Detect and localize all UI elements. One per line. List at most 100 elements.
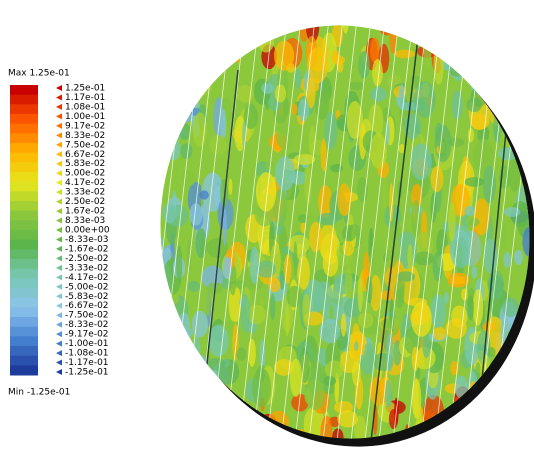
texture-patch <box>481 396 491 420</box>
texture-patch <box>192 311 208 338</box>
texture-patch <box>495 5 504 40</box>
texture-patch <box>502 298 519 318</box>
texture-patch <box>200 75 213 95</box>
tick-marker <box>56 255 62 261</box>
color-band <box>10 269 38 279</box>
texture-patch <box>440 47 449 55</box>
texture-patch <box>504 35 511 55</box>
tick-marker <box>56 246 62 252</box>
color-band <box>10 327 38 337</box>
texture-patch <box>354 341 358 351</box>
tick-marker <box>56 350 62 356</box>
texture-patch <box>164 85 182 101</box>
texture-patch <box>161 341 170 373</box>
texture-patch <box>389 409 398 429</box>
texture-patch <box>166 120 176 138</box>
texture-patch <box>509 418 527 436</box>
texture-patch <box>504 207 520 217</box>
tick-marker <box>56 331 62 337</box>
color-band <box>10 230 38 240</box>
texture-patch <box>497 92 503 116</box>
texture-patch <box>517 408 529 416</box>
texture-patch <box>188 26 204 47</box>
texture-patch <box>470 426 488 447</box>
texture-patch <box>486 37 500 72</box>
color-band <box>10 259 38 269</box>
texture-patch <box>514 93 518 118</box>
texture-patch <box>270 293 275 320</box>
tick-marker <box>56 303 62 309</box>
texture-patch <box>293 241 297 276</box>
texture-patch <box>193 112 207 147</box>
texture-patch <box>276 123 293 150</box>
tick-marker <box>56 369 62 375</box>
texture-patch <box>158 37 174 55</box>
tick-marker <box>56 104 62 110</box>
texture-patch <box>414 252 434 266</box>
texture-patch <box>173 399 194 410</box>
texture-patch <box>463 45 478 67</box>
texture-patch <box>190 37 196 52</box>
texture-patch <box>370 133 387 169</box>
texture-patch <box>293 154 315 165</box>
texture-patch <box>430 294 446 328</box>
tick-marker <box>56 274 62 280</box>
texture-patch <box>321 139 327 172</box>
texture-patch <box>260 31 267 42</box>
texture-patch <box>468 128 474 142</box>
texture-patch <box>208 61 213 78</box>
tick-marker <box>56 199 62 205</box>
texture-patch <box>170 354 185 384</box>
texture-patch <box>244 104 258 129</box>
texture-patch <box>507 359 523 388</box>
tick-marker <box>56 151 62 157</box>
color-band <box>10 220 38 230</box>
texture-patch <box>508 377 529 409</box>
texture-patch <box>200 62 205 84</box>
texture-patch <box>212 426 221 451</box>
texture-patch <box>199 45 216 60</box>
tick-marker <box>56 218 62 224</box>
texture-patch <box>304 389 312 404</box>
texture-patch <box>471 266 477 279</box>
texture-patch <box>206 358 226 371</box>
texture-patch <box>500 425 505 450</box>
color-band <box>10 114 38 124</box>
texture-patch <box>165 99 182 135</box>
texture-patch <box>464 24 484 46</box>
texture-patch <box>208 24 214 48</box>
texture-patch <box>479 7 496 44</box>
texture-patch <box>228 178 232 195</box>
texture-patch <box>358 51 369 79</box>
texture-patch <box>465 206 476 216</box>
texture-patch <box>195 355 207 373</box>
texture-patch <box>167 71 174 92</box>
color-band <box>10 249 38 259</box>
texture-patch <box>427 11 442 46</box>
texture-patch <box>157 426 173 448</box>
texture-patch <box>499 403 520 441</box>
texture-patch <box>170 47 180 57</box>
texture-patch <box>508 413 513 429</box>
texture-patch <box>291 103 297 115</box>
texture-patch <box>167 294 179 305</box>
texture-patch <box>461 288 468 300</box>
texture-patch <box>187 239 191 274</box>
texture-patch <box>347 101 363 139</box>
texture-patch <box>169 16 189 25</box>
color-band <box>10 346 38 356</box>
color-band <box>10 124 38 134</box>
texture-patch <box>358 277 363 312</box>
color-band <box>10 172 38 182</box>
texture-patch <box>441 13 454 47</box>
texture-patch <box>206 290 210 316</box>
color-band <box>10 153 38 163</box>
texture-patch <box>176 245 182 284</box>
tick-marker <box>56 161 62 167</box>
texture-patch <box>170 325 190 350</box>
texture-patch <box>464 177 484 187</box>
color-band <box>10 104 38 114</box>
texture-patch <box>475 64 494 95</box>
texture-patch <box>345 266 352 300</box>
texture-patch <box>434 45 444 85</box>
